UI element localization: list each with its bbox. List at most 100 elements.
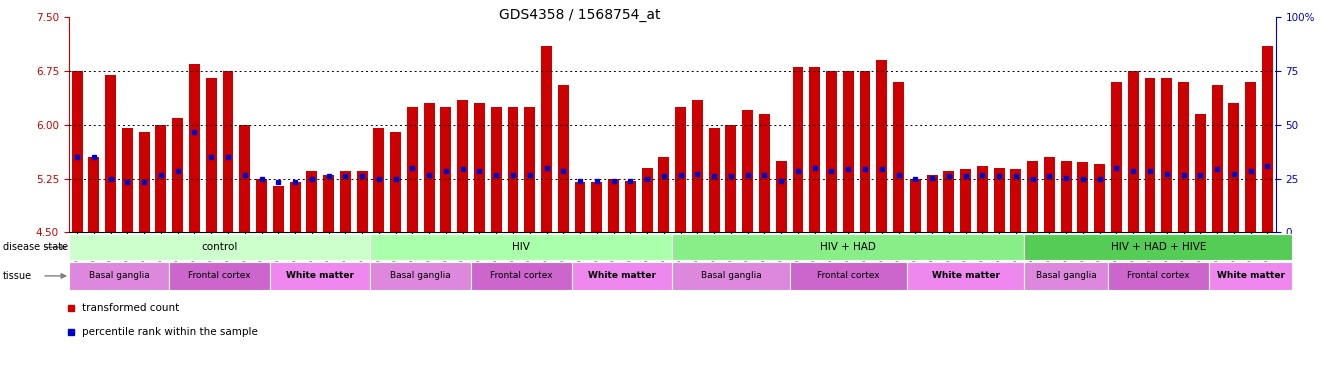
Bar <box>776 161 787 232</box>
Bar <box>977 166 988 232</box>
Bar <box>726 125 736 232</box>
Bar <box>541 46 553 232</box>
Bar <box>69 234 370 260</box>
Bar <box>1178 82 1188 232</box>
Bar <box>927 175 937 232</box>
Bar <box>960 169 972 232</box>
Bar <box>608 179 619 232</box>
Bar <box>122 128 134 232</box>
Text: White matter: White matter <box>932 271 999 280</box>
Bar <box>673 234 1025 260</box>
Bar <box>1077 162 1088 232</box>
Bar <box>508 107 518 232</box>
Text: tissue: tissue <box>3 271 32 281</box>
Bar <box>1208 262 1293 290</box>
Bar <box>1060 161 1072 232</box>
Bar <box>809 68 820 232</box>
Bar <box>270 262 370 290</box>
Bar <box>1245 82 1256 232</box>
Bar <box>1211 85 1223 232</box>
Text: HIV + HAD + HIVE: HIV + HAD + HIVE <box>1110 242 1206 252</box>
Bar <box>169 262 270 290</box>
Bar <box>272 186 284 232</box>
Bar <box>239 125 250 232</box>
Bar <box>1145 78 1155 232</box>
Text: Frontal cortex: Frontal cortex <box>1128 271 1190 280</box>
Text: control: control <box>201 242 238 252</box>
Bar <box>759 114 769 232</box>
Bar <box>1025 234 1293 260</box>
Bar <box>189 64 200 232</box>
Bar <box>424 103 435 232</box>
Bar <box>792 68 804 232</box>
Bar <box>709 128 719 232</box>
Bar <box>1161 78 1173 232</box>
Bar <box>826 71 837 232</box>
Bar <box>525 107 535 232</box>
Bar <box>172 118 184 232</box>
Text: White matter: White matter <box>286 271 354 280</box>
Text: Basal ganglia: Basal ganglia <box>1036 271 1096 280</box>
Bar <box>1263 46 1273 232</box>
Bar <box>859 71 870 232</box>
Bar <box>994 168 1005 232</box>
Bar <box>1195 114 1206 232</box>
Bar <box>390 132 401 232</box>
Bar <box>440 107 451 232</box>
Bar <box>69 262 169 290</box>
Bar <box>1044 157 1055 232</box>
Bar <box>673 262 789 290</box>
Bar <box>407 107 418 232</box>
Bar <box>558 85 568 232</box>
Text: White matter: White matter <box>1216 271 1285 280</box>
Bar <box>676 107 686 232</box>
Bar <box>1095 164 1105 232</box>
Bar <box>256 179 267 232</box>
Bar <box>625 181 636 232</box>
Bar <box>370 234 673 260</box>
Bar <box>471 262 571 290</box>
Bar <box>89 157 99 232</box>
Bar <box>1027 161 1038 232</box>
Text: Basal ganglia: Basal ganglia <box>701 271 761 280</box>
Bar <box>571 262 673 290</box>
Bar <box>575 182 586 232</box>
Text: Frontal cortex: Frontal cortex <box>817 271 879 280</box>
Text: Basal ganglia: Basal ganglia <box>89 271 149 280</box>
Bar <box>894 82 904 232</box>
Bar <box>1228 103 1239 232</box>
Bar <box>370 262 471 290</box>
Bar <box>1025 262 1108 290</box>
Bar <box>71 71 82 232</box>
Text: percentile rank within the sample: percentile rank within the sample <box>82 326 258 336</box>
Bar <box>106 74 116 232</box>
Bar <box>156 125 167 232</box>
Bar <box>944 171 954 232</box>
Bar <box>206 78 217 232</box>
Text: Basal ganglia: Basal ganglia <box>390 271 451 280</box>
Bar <box>139 132 149 232</box>
Text: Frontal cortex: Frontal cortex <box>188 271 251 280</box>
Bar <box>475 103 485 232</box>
Bar <box>373 128 385 232</box>
Text: disease state: disease state <box>3 242 67 252</box>
Bar <box>1110 82 1122 232</box>
Bar <box>357 171 368 232</box>
Bar <box>323 175 334 232</box>
Bar <box>691 100 703 232</box>
Bar <box>658 157 669 232</box>
Bar <box>340 171 350 232</box>
Bar <box>876 60 887 232</box>
Text: GDS4358 / 1568754_at: GDS4358 / 1568754_at <box>498 8 661 22</box>
Text: Frontal cortex: Frontal cortex <box>490 271 553 280</box>
Bar <box>591 182 603 232</box>
Bar <box>222 71 234 232</box>
Bar <box>290 182 300 232</box>
Bar <box>457 100 468 232</box>
Bar <box>1128 71 1138 232</box>
Text: HIV: HIV <box>513 242 530 252</box>
Text: HIV + HAD: HIV + HAD <box>821 242 876 252</box>
Bar <box>641 168 653 232</box>
Bar <box>910 179 920 232</box>
Bar <box>1108 262 1208 290</box>
